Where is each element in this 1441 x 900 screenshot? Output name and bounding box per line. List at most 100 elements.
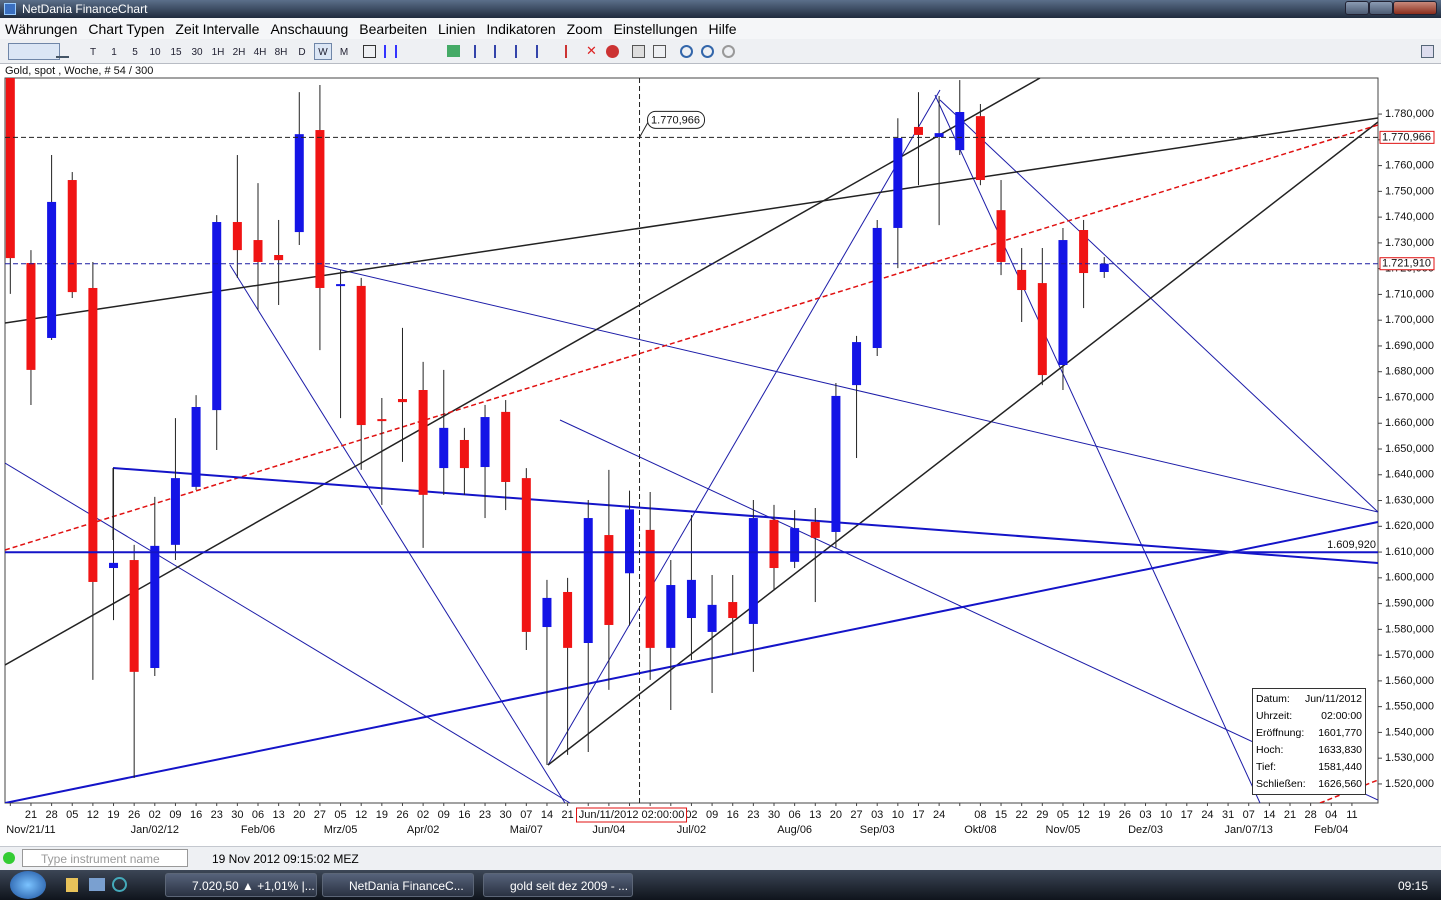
chart-type-buttons[interactable]: [8, 43, 60, 60]
delete-button[interactable]: ✕: [586, 43, 597, 58]
candle-body: [872, 227, 882, 349]
quicklaunch-icon[interactable]: [89, 878, 105, 891]
y-tick-label: 1.690,000: [1385, 340, 1434, 352]
print-button[interactable]: [632, 45, 645, 58]
minimize-button[interactable]: [1345, 1, 1369, 15]
candle-body: [88, 287, 98, 582]
y-tick-label: 1.560,000: [1385, 675, 1434, 687]
timestamp: 19 Nov 2012 09:15:02 MEZ: [212, 852, 359, 866]
quicklaunch-icon[interactable]: [112, 877, 127, 892]
delete-all[interactable]: [606, 45, 619, 58]
zoom-reset[interactable]: [722, 45, 735, 58]
y-tick-label: 1.640,000: [1385, 469, 1434, 481]
interval-button[interactable]: D: [298, 47, 306, 58]
x-month-label: Jun/04: [592, 824, 625, 836]
task-button[interactable]: NetDania FinanceC...: [322, 873, 474, 897]
line-tool[interactable]: [494, 45, 507, 58]
chart-background: [0, 64, 1441, 846]
interval-button[interactable]: 1: [111, 47, 117, 58]
y-tick-label: 1.570,000: [1385, 649, 1434, 661]
x-tick-label: 24: [933, 809, 945, 821]
interval-button[interactable]: 8H: [274, 47, 288, 58]
trend-line: [319, 264, 1378, 513]
candle-body: [686, 579, 696, 619]
menu-item[interactable]: Einstellungen: [613, 20, 698, 37]
candle-body: [170, 478, 180, 545]
x-tick-label: 15: [995, 809, 1007, 821]
x-tick-label: 19: [107, 809, 119, 821]
info-box: Datum: Jun/11/2012 Uhrzeit: 02:00:00 Eröffnu…: [1252, 688, 1366, 795]
info-row: Eröffnung: 1601,770: [1256, 727, 1362, 744]
line-chart-button[interactable]: [56, 45, 69, 58]
candle-body: [191, 407, 201, 487]
menu-item[interactable]: Chart Typen: [88, 20, 165, 37]
menu-item[interactable]: Bearbeiten: [359, 20, 428, 37]
interval-button[interactable]: T: [89, 47, 97, 58]
candle-body: [521, 478, 531, 632]
maximize-button[interactable]: [1369, 1, 1393, 15]
candle-body: [583, 518, 593, 644]
x-tick-label: 16: [727, 809, 739, 821]
y-tick-label: 1.680,000: [1385, 366, 1434, 378]
candle-body: [666, 585, 676, 648]
trend-line: [547, 89, 941, 766]
menu-item[interactable]: Indikatoren: [486, 20, 556, 37]
indicator-button[interactable]: [447, 45, 460, 57]
info-value: 1581,440: [1318, 761, 1362, 773]
zoom-in[interactable]: [680, 45, 693, 58]
candle-body: [748, 518, 758, 624]
line-tool[interactable]: [536, 45, 549, 58]
x-tick-label: 17: [1181, 809, 1193, 821]
close-button[interactable]: [1393, 1, 1437, 15]
x-tick-label: 24: [1201, 809, 1213, 821]
grid-button[interactable]: [384, 45, 397, 58]
interval-button[interactable]: W: [314, 43, 332, 60]
panel-toggle[interactable]: [1421, 45, 1434, 58]
delete-line[interactable]: [565, 45, 578, 58]
line-tool[interactable]: [474, 45, 487, 58]
interval-button[interactable]: 2H: [232, 47, 246, 58]
interval-button[interactable]: M: [339, 47, 349, 58]
x-tick-label: 07: [520, 809, 532, 821]
preview-button[interactable]: [653, 45, 666, 58]
interval-button[interactable]: 1H: [211, 47, 225, 58]
candle-body: [336, 284, 346, 287]
candle-body: [232, 222, 242, 251]
x-tick-label: 28: [45, 809, 57, 821]
candle-body: [109, 562, 119, 569]
info-value: 1626,560: [1318, 778, 1362, 790]
line-tool[interactable]: [515, 45, 528, 58]
menu-item[interactable]: Zoom: [566, 20, 603, 37]
start-button[interactable]: [10, 871, 46, 899]
x-tick-label: 27: [850, 809, 862, 821]
x-tick-label: 05: [334, 809, 346, 821]
x-tick-label: 26: [396, 809, 408, 821]
interval-button[interactable]: 10: [149, 47, 161, 58]
x-tick-label: 21: [1284, 809, 1296, 821]
interval-button[interactable]: 15: [170, 47, 182, 58]
menu-item[interactable]: Währungen: [5, 20, 78, 37]
menu-item[interactable]: Linien: [438, 20, 476, 37]
crosshair-button[interactable]: [363, 45, 376, 58]
quicklaunch-icon[interactable]: [66, 878, 78, 892]
crosshair-date-label: Jun/11/2012 02:00:00: [579, 809, 685, 821]
menu-item[interactable]: Hilfe: [708, 20, 737, 37]
candle-body: [790, 528, 800, 562]
instrument-search[interactable]: Type instrument name: [22, 849, 188, 867]
x-month-label: Aug/06: [777, 824, 812, 836]
info-key: Datum:: [1256, 693, 1290, 705]
interval-button[interactable]: 30: [191, 47, 203, 58]
trend-line: [112, 467, 1378, 564]
interval-button[interactable]: 5: [132, 47, 138, 58]
task-button[interactable]: gold seit dez 2009 - ...: [483, 873, 633, 897]
candle-body: [934, 133, 944, 137]
menu-item[interactable]: Anschauung: [270, 20, 349, 37]
candle-body: [5, 78, 15, 259]
zoom-out[interactable]: [701, 45, 714, 58]
info-value: 1601,770: [1318, 727, 1362, 739]
x-tick-label: 07: [1243, 809, 1255, 821]
task-button[interactable]: 7.020,50 ▲ +1,01% |...: [165, 873, 317, 897]
menu-item[interactable]: Zeit Intervalle: [175, 20, 260, 37]
interval-button[interactable]: 4H: [253, 47, 267, 58]
